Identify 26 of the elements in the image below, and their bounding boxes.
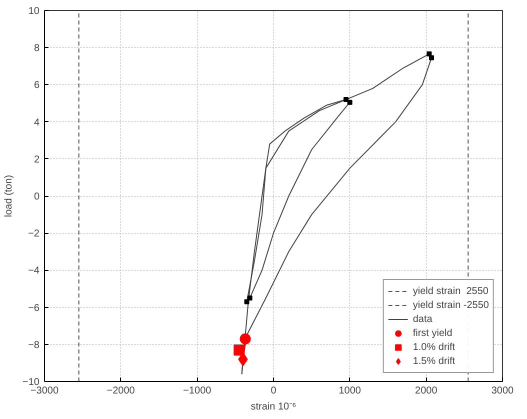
x-tick-label: 1000 bbox=[338, 386, 362, 396]
y-tick-label: 10 bbox=[28, 6, 40, 17]
x-tick-label: 2000 bbox=[415, 386, 438, 396]
x-tick-label: −3000 bbox=[30, 386, 59, 396]
x-tick-label: −2000 bbox=[106, 386, 136, 396]
x-tick-label: 3000 bbox=[491, 386, 514, 396]
y-tick-label: 6 bbox=[34, 80, 40, 92]
legend-label: 1.0% drift bbox=[412, 340, 456, 354]
y-tick-label: −8 bbox=[28, 340, 40, 351]
y-tick-label: −4 bbox=[28, 266, 40, 277]
y-axis-title: load (ton) bbox=[4, 174, 15, 218]
y-tick-label: 2 bbox=[34, 154, 40, 166]
y-tick-label: −2 bbox=[28, 228, 40, 240]
y-tick-label: −6 bbox=[28, 302, 40, 314]
legend-label: yield strain -2550 bbox=[412, 298, 489, 312]
legend-label: first yield bbox=[412, 326, 452, 340]
y-tick-label: 0 bbox=[34, 192, 40, 202]
x-axis-title: strain 10⁻⁶ bbox=[250, 402, 296, 412]
x-tick-label: 0 bbox=[270, 386, 277, 396]
legend-label: yield strain 2550 bbox=[412, 284, 488, 298]
legend-label: 1.5% drift bbox=[412, 354, 456, 368]
legend-label: data bbox=[412, 312, 433, 326]
y-tick-label: 4 bbox=[34, 117, 40, 128]
y-tick-label: −10 bbox=[22, 377, 40, 388]
y-tick-label: 8 bbox=[34, 43, 40, 54]
x-tick-label: −1000 bbox=[183, 386, 212, 396]
